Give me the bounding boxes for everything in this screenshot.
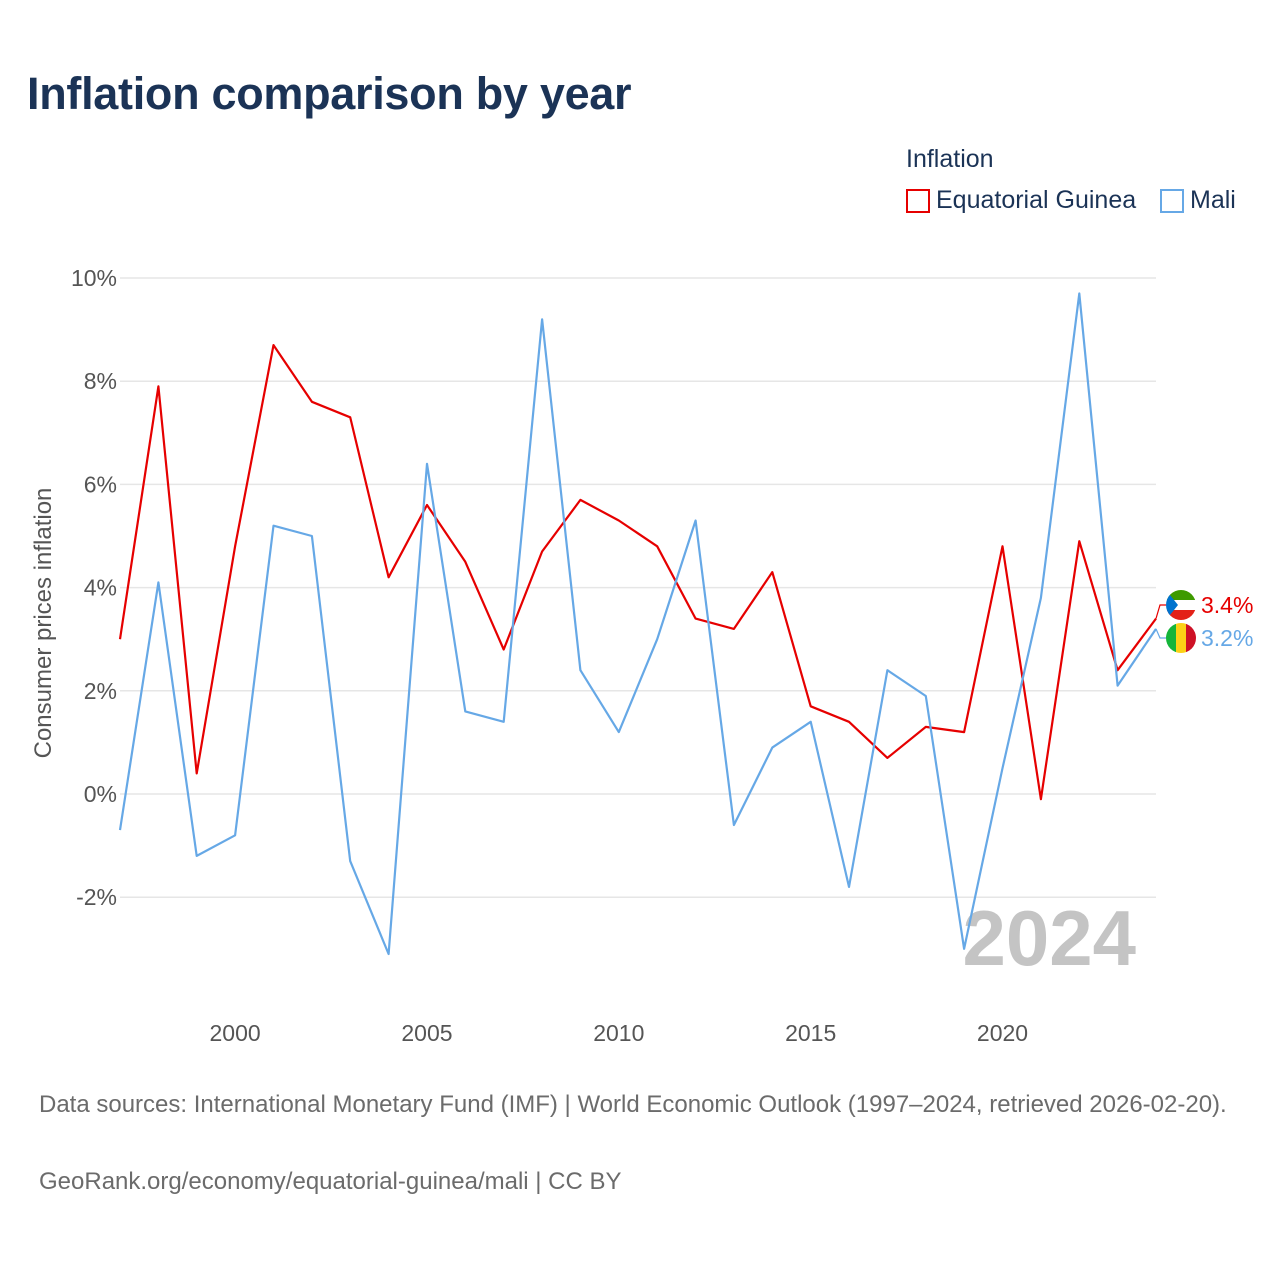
x-tick-label: 2020 — [977, 1020, 1028, 1046]
series-line-equatorial-guinea[interactable] — [118, 344, 1157, 801]
mali-flag-icon — [1166, 623, 1196, 653]
end-value-label: 3.4% — [1201, 592, 1253, 618]
end-connector — [1155, 628, 1166, 639]
y-tick-label: 6% — [84, 471, 117, 497]
y-tick-label: -2% — [76, 884, 117, 910]
end-value-label: 3.2% — [1201, 625, 1253, 651]
x-tick-label: 2015 — [785, 1020, 836, 1046]
credit-link[interactable]: GeoRank.org/economy/equatorial-guinea/ma… — [39, 1168, 622, 1195]
series-line-mali[interactable] — [118, 292, 1157, 956]
x-tick-label: 2000 — [210, 1020, 261, 1046]
legend-item-mali[interactable]: Mali — [1160, 186, 1236, 215]
y-tick-label: 8% — [84, 368, 117, 394]
y-tick-label: 2% — [84, 678, 117, 704]
legend-label-equatorial-guinea: Equatorial Guinea — [936, 186, 1137, 214]
legend-label-mali: Mali — [1190, 186, 1236, 214]
y-axis-label: Consumer prices inflation — [30, 488, 57, 759]
y-tick-label: 10% — [71, 265, 117, 291]
y-tick-label: 4% — [84, 575, 117, 601]
y-axis-ticks: -2% 0% 2% 4% 6% 8% 10% — [71, 265, 117, 910]
data-sources: Data sources: International Monetary Fun… — [39, 1091, 1227, 1118]
page-title: Inflation comparison by year — [27, 68, 632, 119]
x-axis-ticks: 2000 2005 2010 2015 2020 — [210, 1020, 1029, 1046]
line-chart: -2% 0% 2% 4% 6% 8% 10% 2000 2005 2010 2015 2020 Co… — [30, 265, 1253, 1046]
legend-swatch-equatorial-guinea — [906, 188, 930, 213]
y-tick-label: 0% — [84, 781, 117, 807]
end-labels: 3.4% 3.2% — [1155, 590, 1253, 653]
legend-title: Inflation — [906, 145, 994, 173]
end-connector — [1155, 604, 1166, 619]
x-tick-label: 2010 — [593, 1020, 644, 1046]
x-tick-label: 2005 — [401, 1020, 452, 1046]
legend-item-equatorial-guinea[interactable]: Equatorial Guinea — [906, 186, 1136, 215]
series-lines — [118, 292, 1157, 956]
year-watermark: 2024 — [962, 894, 1136, 982]
gridlines — [120, 277, 1156, 898]
equatorial-guinea-flag-icon — [1166, 590, 1196, 620]
legend-swatch-mali — [1160, 188, 1184, 213]
